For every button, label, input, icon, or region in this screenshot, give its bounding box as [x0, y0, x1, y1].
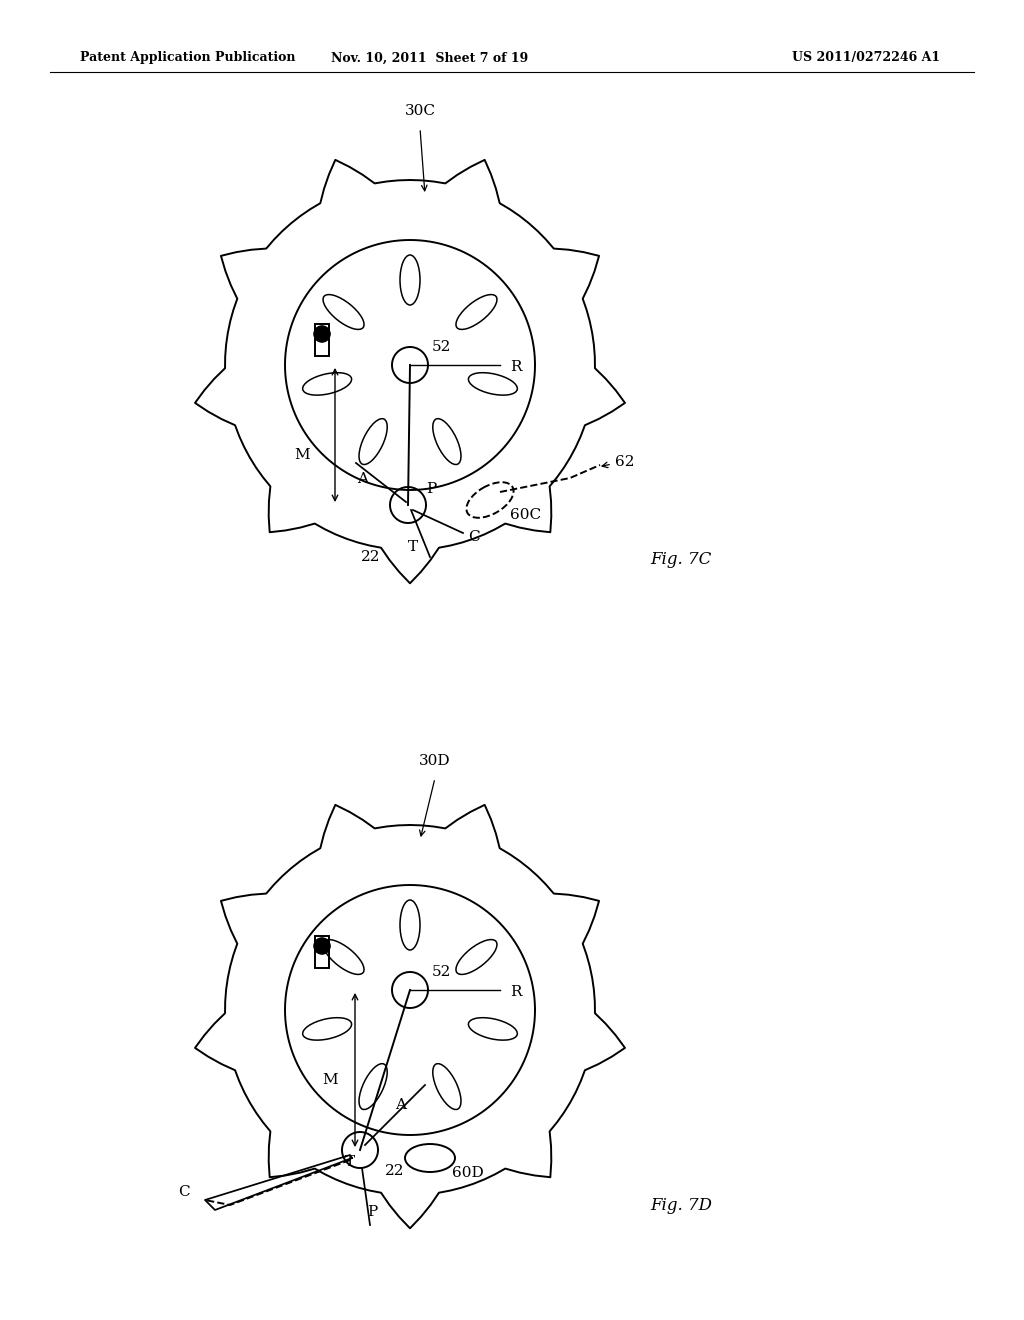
Text: P: P — [426, 482, 436, 496]
Text: A: A — [395, 1098, 406, 1111]
Text: Fig. 7C: Fig. 7C — [650, 552, 712, 569]
Text: 60C: 60C — [510, 508, 541, 521]
Text: 62: 62 — [615, 455, 635, 469]
Text: 22: 22 — [385, 1164, 404, 1177]
Text: A: A — [357, 473, 368, 486]
Text: T: T — [345, 1155, 355, 1170]
Text: 30D: 30D — [419, 754, 451, 768]
Text: 52: 52 — [432, 341, 452, 354]
Text: 30C: 30C — [404, 104, 435, 117]
Text: R: R — [510, 360, 521, 374]
Text: R: R — [510, 985, 521, 999]
Text: 60D: 60D — [452, 1166, 483, 1180]
Text: M: M — [294, 447, 310, 462]
Text: T: T — [408, 540, 418, 554]
Text: C: C — [468, 531, 479, 544]
Text: Fig. 7D: Fig. 7D — [650, 1196, 712, 1213]
Polygon shape — [314, 939, 330, 954]
Text: Nov. 10, 2011  Sheet 7 of 19: Nov. 10, 2011 Sheet 7 of 19 — [332, 51, 528, 65]
Text: 52: 52 — [432, 965, 452, 979]
Text: US 2011/0272246 A1: US 2011/0272246 A1 — [792, 51, 940, 65]
Text: 22: 22 — [360, 550, 380, 564]
Polygon shape — [314, 326, 330, 342]
Text: M: M — [323, 1073, 338, 1086]
Text: C: C — [178, 1185, 190, 1199]
Text: P: P — [367, 1205, 377, 1218]
Text: Patent Application Publication: Patent Application Publication — [80, 51, 296, 65]
